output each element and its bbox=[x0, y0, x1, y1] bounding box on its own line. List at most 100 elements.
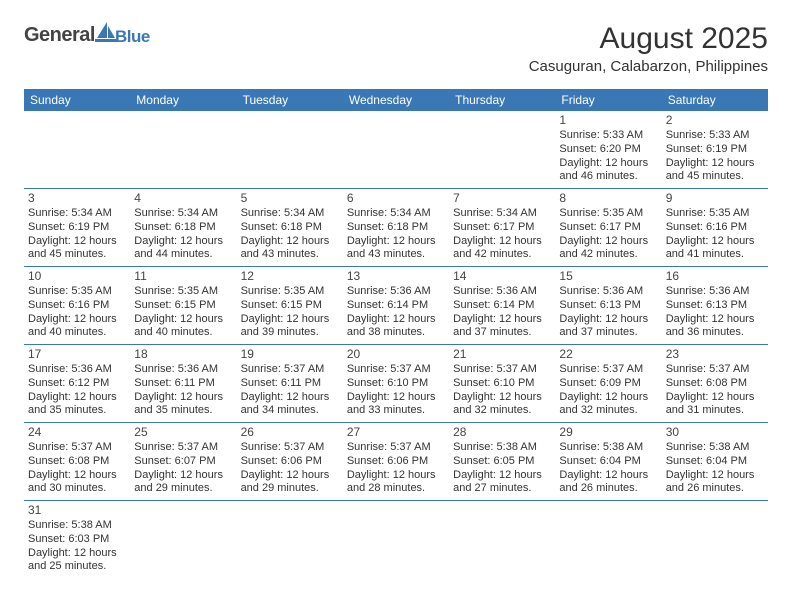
sunrise-text: Sunrise: 5:36 AM bbox=[347, 285, 445, 299]
daylight-text: Daylight: 12 hours and 40 minutes. bbox=[134, 313, 232, 341]
day-number: 5 bbox=[241, 191, 339, 206]
sunrise-text: Sunrise: 5:35 AM bbox=[134, 285, 232, 299]
weekday-header: Thursday bbox=[449, 89, 555, 111]
day-number: 7 bbox=[453, 191, 551, 206]
day-number: 1 bbox=[559, 113, 657, 128]
calendar-cell: 3Sunrise: 5:34 AMSunset: 6:19 PMDaylight… bbox=[24, 189, 130, 267]
day-number: 10 bbox=[28, 269, 126, 284]
day-number: 2 bbox=[666, 113, 764, 128]
calendar-cell: 15Sunrise: 5:36 AMSunset: 6:13 PMDayligh… bbox=[555, 267, 661, 345]
calendar-cell: 27Sunrise: 5:37 AMSunset: 6:06 PMDayligh… bbox=[343, 423, 449, 501]
sunset-text: Sunset: 6:12 PM bbox=[28, 377, 126, 391]
sunset-text: Sunset: 6:08 PM bbox=[666, 377, 764, 391]
logo-text-main: General bbox=[24, 24, 95, 47]
calendar-cell: 10Sunrise: 5:35 AMSunset: 6:16 PMDayligh… bbox=[24, 267, 130, 345]
title-block: August 2025 Casuguran, Calabarzon, Phili… bbox=[529, 22, 768, 79]
sunset-text: Sunset: 6:16 PM bbox=[28, 299, 126, 313]
sunrise-text: Sunrise: 5:35 AM bbox=[666, 207, 764, 221]
daylight-text: Daylight: 12 hours and 36 minutes. bbox=[666, 313, 764, 341]
calendar-cell: 11Sunrise: 5:35 AMSunset: 6:15 PMDayligh… bbox=[130, 267, 236, 345]
daylight-text: Daylight: 12 hours and 45 minutes. bbox=[666, 157, 764, 185]
sunrise-text: Sunrise: 5:38 AM bbox=[28, 519, 126, 533]
sunrise-text: Sunrise: 5:33 AM bbox=[559, 129, 657, 143]
logo: General Blue bbox=[24, 22, 150, 47]
calendar-cell: 19Sunrise: 5:37 AMSunset: 6:11 PMDayligh… bbox=[237, 345, 343, 423]
sunrise-text: Sunrise: 5:38 AM bbox=[666, 441, 764, 455]
day-number: 6 bbox=[347, 191, 445, 206]
sunrise-text: Sunrise: 5:37 AM bbox=[347, 441, 445, 455]
sunset-text: Sunset: 6:04 PM bbox=[559, 455, 657, 469]
sunrise-text: Sunrise: 5:38 AM bbox=[453, 441, 551, 455]
day-number: 15 bbox=[559, 269, 657, 284]
sunset-text: Sunset: 6:19 PM bbox=[666, 143, 764, 157]
day-number: 29 bbox=[559, 425, 657, 440]
daylight-text: Daylight: 12 hours and 26 minutes. bbox=[559, 469, 657, 497]
daylight-text: Daylight: 12 hours and 26 minutes. bbox=[666, 469, 764, 497]
sunrise-text: Sunrise: 5:36 AM bbox=[28, 363, 126, 377]
sunset-text: Sunset: 6:13 PM bbox=[559, 299, 657, 313]
daylight-text: Daylight: 12 hours and 29 minutes. bbox=[241, 469, 339, 497]
daylight-text: Daylight: 12 hours and 38 minutes. bbox=[347, 313, 445, 341]
sunset-text: Sunset: 6:09 PM bbox=[559, 377, 657, 391]
calendar-row: 24Sunrise: 5:37 AMSunset: 6:08 PMDayligh… bbox=[24, 423, 768, 501]
calendar-cell: 23Sunrise: 5:37 AMSunset: 6:08 PMDayligh… bbox=[662, 345, 768, 423]
calendar-row: 1Sunrise: 5:33 AMSunset: 6:20 PMDaylight… bbox=[24, 111, 768, 189]
sunset-text: Sunset: 6:11 PM bbox=[134, 377, 232, 391]
calendar-cell: 22Sunrise: 5:37 AMSunset: 6:09 PMDayligh… bbox=[555, 345, 661, 423]
page-title: August 2025 bbox=[529, 22, 768, 56]
day-number: 25 bbox=[134, 425, 232, 440]
calendar-cell bbox=[343, 501, 449, 579]
calendar-cell: 14Sunrise: 5:36 AMSunset: 6:14 PMDayligh… bbox=[449, 267, 555, 345]
day-number: 17 bbox=[28, 347, 126, 362]
calendar-cell: 28Sunrise: 5:38 AMSunset: 6:05 PMDayligh… bbox=[449, 423, 555, 501]
day-number: 30 bbox=[666, 425, 764, 440]
sunset-text: Sunset: 6:10 PM bbox=[347, 377, 445, 391]
daylight-text: Daylight: 12 hours and 41 minutes. bbox=[666, 235, 764, 263]
calendar-cell: 16Sunrise: 5:36 AMSunset: 6:13 PMDayligh… bbox=[662, 267, 768, 345]
sunset-text: Sunset: 6:15 PM bbox=[134, 299, 232, 313]
calendar-cell: 12Sunrise: 5:35 AMSunset: 6:15 PMDayligh… bbox=[237, 267, 343, 345]
daylight-text: Daylight: 12 hours and 33 minutes. bbox=[347, 391, 445, 419]
weekday-header: Saturday bbox=[662, 89, 768, 111]
sunset-text: Sunset: 6:04 PM bbox=[666, 455, 764, 469]
sunrise-text: Sunrise: 5:33 AM bbox=[666, 129, 764, 143]
sunset-text: Sunset: 6:18 PM bbox=[347, 221, 445, 235]
sunrise-text: Sunrise: 5:36 AM bbox=[453, 285, 551, 299]
day-number: 26 bbox=[241, 425, 339, 440]
day-number: 20 bbox=[347, 347, 445, 362]
sunrise-text: Sunrise: 5:36 AM bbox=[134, 363, 232, 377]
sunset-text: Sunset: 6:08 PM bbox=[28, 455, 126, 469]
calendar-cell: 4Sunrise: 5:34 AMSunset: 6:18 PMDaylight… bbox=[130, 189, 236, 267]
sunset-text: Sunset: 6:13 PM bbox=[666, 299, 764, 313]
sunrise-text: Sunrise: 5:37 AM bbox=[241, 363, 339, 377]
weekday-header: Monday bbox=[130, 89, 236, 111]
sunrise-text: Sunrise: 5:35 AM bbox=[28, 285, 126, 299]
calendar-cell bbox=[343, 111, 449, 189]
calendar-body: 1Sunrise: 5:33 AMSunset: 6:20 PMDaylight… bbox=[24, 111, 768, 578]
daylight-text: Daylight: 12 hours and 37 minutes. bbox=[559, 313, 657, 341]
day-number: 22 bbox=[559, 347, 657, 362]
sunset-text: Sunset: 6:07 PM bbox=[134, 455, 232, 469]
calendar-cell bbox=[130, 501, 236, 579]
sunrise-text: Sunrise: 5:37 AM bbox=[241, 441, 339, 455]
calendar-cell: 5Sunrise: 5:34 AMSunset: 6:18 PMDaylight… bbox=[237, 189, 343, 267]
sunset-text: Sunset: 6:18 PM bbox=[134, 221, 232, 235]
calendar-cell bbox=[237, 111, 343, 189]
day-number: 12 bbox=[241, 269, 339, 284]
calendar-cell: 30Sunrise: 5:38 AMSunset: 6:04 PMDayligh… bbox=[662, 423, 768, 501]
calendar-cell bbox=[555, 501, 661, 579]
sunset-text: Sunset: 6:20 PM bbox=[559, 143, 657, 157]
calendar-cell: 8Sunrise: 5:35 AMSunset: 6:17 PMDaylight… bbox=[555, 189, 661, 267]
daylight-text: Daylight: 12 hours and 44 minutes. bbox=[134, 235, 232, 263]
day-number: 4 bbox=[134, 191, 232, 206]
sunrise-text: Sunrise: 5:35 AM bbox=[241, 285, 339, 299]
daylight-text: Daylight: 12 hours and 35 minutes. bbox=[134, 391, 232, 419]
daylight-text: Daylight: 12 hours and 34 minutes. bbox=[241, 391, 339, 419]
calendar-cell bbox=[449, 111, 555, 189]
weekday-header: Sunday bbox=[24, 89, 130, 111]
calendar-cell: 21Sunrise: 5:37 AMSunset: 6:10 PMDayligh… bbox=[449, 345, 555, 423]
day-number: 3 bbox=[28, 191, 126, 206]
daylight-text: Daylight: 12 hours and 43 minutes. bbox=[347, 235, 445, 263]
calendar-cell: 17Sunrise: 5:36 AMSunset: 6:12 PMDayligh… bbox=[24, 345, 130, 423]
day-number: 8 bbox=[559, 191, 657, 206]
